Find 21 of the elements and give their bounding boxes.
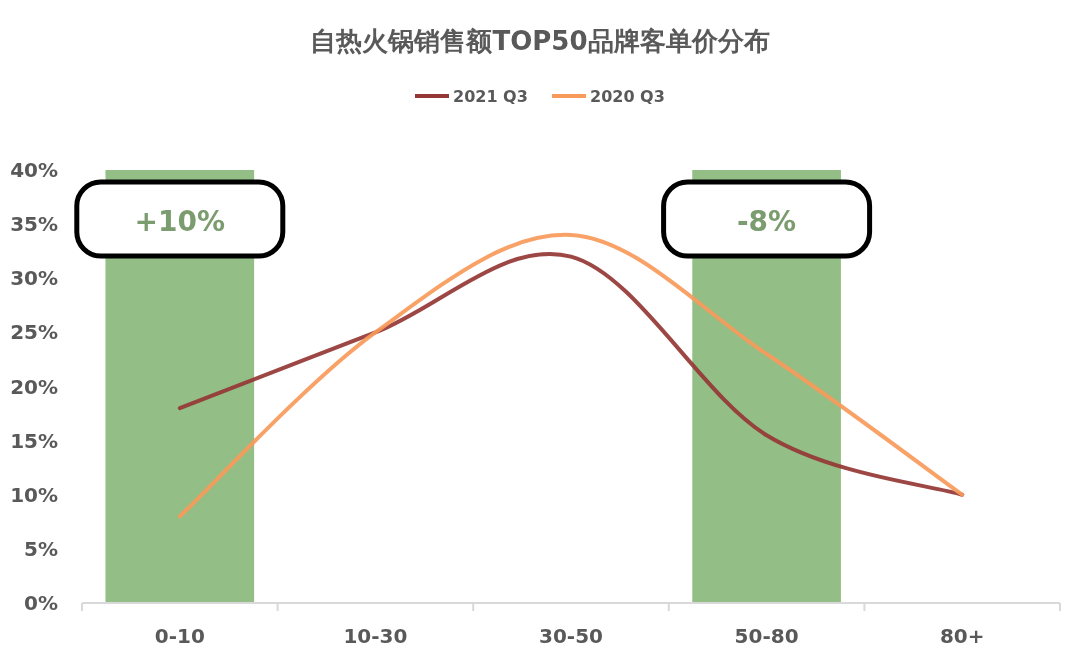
y-tick-label: 20% — [10, 374, 58, 399]
callout-box: -8% — [661, 179, 873, 259]
y-tick-label: 25% — [10, 320, 58, 345]
x-tick-label: 30-50 — [539, 624, 603, 648]
legend-label: 2021 Q3 — [453, 87, 528, 106]
y-tick-label: 0% — [24, 591, 58, 615]
y-tick-label: 35% — [10, 212, 58, 237]
x-tick-label: 80+ — [939, 624, 985, 648]
band-label: +10% — [134, 205, 226, 238]
y-tick-label: 15% — [10, 428, 58, 453]
y-tick-label: 40% — [10, 158, 58, 182]
chart-title: 自热火锅销售额TOP50品牌客单价分布 — [310, 26, 770, 56]
x-tick-label: 10-30 — [343, 624, 408, 648]
x-tick-label: 0-10 — [154, 624, 205, 648]
y-tick-label: 5% — [24, 536, 58, 561]
x-tick-label: 50-80 — [734, 624, 799, 648]
legend-label: 2020 Q3 — [590, 87, 665, 106]
callout-box: +10% — [74, 179, 286, 259]
y-tick-label: 30% — [10, 266, 58, 291]
y-tick-label: 10% — [10, 482, 58, 507]
band-label: -8% — [737, 205, 797, 238]
